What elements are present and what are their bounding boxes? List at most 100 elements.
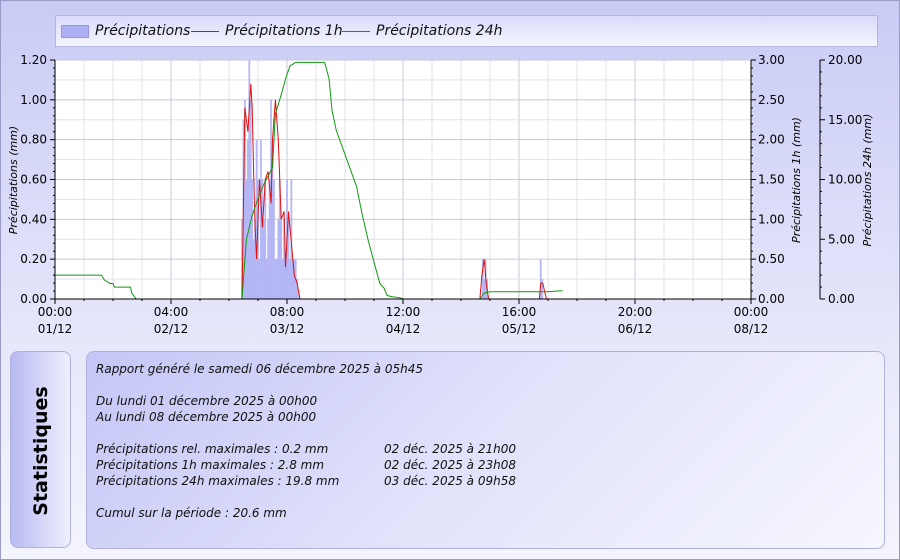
precip-bar <box>252 239 255 299</box>
right1-axis-tick-label: 2.00 <box>758 133 785 147</box>
stats-max-1h-label: Précipitations 1h maximales : 2.8 mm <box>96 458 325 472</box>
stats-generated: Rapport généré le samedi 06 décembre 202… <box>96 362 423 376</box>
precip-bar <box>265 259 268 299</box>
precip-bar <box>261 179 264 299</box>
left-axis-tick-label: 0.80 <box>20 133 47 147</box>
precip-bar <box>293 259 296 299</box>
stats-max-rel-date: 02 déc. 2025 à 21h00 <box>384 442 516 456</box>
legend-swatch-line <box>191 30 219 32</box>
precip-bar <box>297 291 300 299</box>
precip-bar <box>274 259 277 299</box>
x-tick-time-label: 20:00 <box>618 305 653 319</box>
precip-bar <box>481 259 484 299</box>
precip-bars <box>241 60 544 299</box>
precip-bar <box>291 259 294 299</box>
right2-axis-tick-label: 20.00 <box>828 53 862 67</box>
precip-bar <box>249 99 252 299</box>
precip-bar <box>281 259 284 299</box>
left-axis-tick-label: 1.00 <box>20 93 47 107</box>
precip-bar <box>257 179 259 299</box>
x-tick-date-label: 02/12 <box>154 322 189 336</box>
right2-axis-tick-label: 15.00 <box>828 113 862 127</box>
precip-bar <box>255 139 258 299</box>
precip-bar <box>275 259 278 299</box>
precip-bar <box>539 259 542 299</box>
left-axis-tick-label: 1.20 <box>20 53 47 67</box>
x-tick-time-label: 00:00 <box>734 305 769 319</box>
legend-label: Précipitations <box>95 23 191 39</box>
left-axis-label: Précipitations (mm) <box>7 126 20 234</box>
precip-bar <box>264 179 267 299</box>
precip-bar <box>244 99 246 299</box>
precip-bar <box>273 179 275 299</box>
right1-axis-tick-label: 0.00 <box>758 292 785 306</box>
precip-bar <box>283 219 285 299</box>
right2-axis-tick-label: 5.00 <box>828 232 855 246</box>
precip-bar <box>267 219 270 299</box>
stats-max-1h-date: 02 déc. 2025 à 23h08 <box>384 458 516 472</box>
precip-bar <box>541 279 544 299</box>
stats-max-rel-label: Précipitations rel. maximales : 0.2 mm <box>96 442 329 456</box>
legend-item-precip-1h: Précipitations 1h <box>191 23 343 39</box>
x-tick-time-label: 00:00 <box>38 305 73 319</box>
right1-axis-label: Précipitations 1h (mm) <box>790 117 803 243</box>
stats-panel: Rapport généré le samedi 06 décembre 202… <box>86 351 885 549</box>
precip-bar <box>248 60 251 299</box>
stats-from: Du lundi 01 décembre 2025 à 00h00 <box>96 394 318 408</box>
right1-axis-tick-label: 1.50 <box>758 173 785 187</box>
right2-axis-tick-label: 10.00 <box>828 173 862 187</box>
right1-axis-tick-label: 1.00 <box>758 212 785 226</box>
x-tick-date-label: 03/12 <box>270 322 305 336</box>
precip-bar <box>254 219 256 299</box>
x-tick-time-label: 16:00 <box>502 305 537 319</box>
x-tick-time-label: 04:00 <box>154 305 189 319</box>
legend-item-precip: Précipitations <box>61 23 190 39</box>
stats-max-24h-date: 03 déc. 2025 à 09h58 <box>384 474 516 488</box>
legend-label: Précipitations 1h <box>225 23 343 39</box>
precip-bar <box>251 179 254 299</box>
stats-total: Cumul sur la période : 20.6 mm <box>96 506 287 520</box>
precip-bar <box>241 219 243 299</box>
precip-bar <box>483 279 486 299</box>
stats-max-24h-label: Précipitations 24h maximales : 19.8 mm <box>96 474 340 488</box>
legend-item-precip-24h: Précipitations 24h <box>342 23 503 39</box>
precip-bar <box>262 219 265 299</box>
stats-tab: Statistiques <box>10 351 71 548</box>
legend: Précipitations Précipitations 1h Précipi… <box>55 15 878 47</box>
x-tick-time-label: 08:00 <box>270 305 305 319</box>
legend-swatch-line <box>342 30 370 32</box>
precip-bar <box>296 279 299 299</box>
legend-swatch-bar <box>61 24 89 38</box>
precip-bar <box>277 219 280 299</box>
precip-bar <box>271 139 274 299</box>
right1-axis-tick-label: 0.50 <box>758 252 785 266</box>
precip-bar <box>246 139 249 299</box>
right2-axis-label: Précipitations 24h (mm) <box>861 114 874 247</box>
x-tick-date-label: 05/12 <box>502 322 537 336</box>
legend-label: Précipitations 24h <box>376 23 503 39</box>
x-tick-date-label: 01/12 <box>38 322 73 336</box>
stats-to: Au lundi 08 décembre 2025 à 00h00 <box>96 410 317 424</box>
right1-axis-tick-label: 2.50 <box>758 93 785 107</box>
precip-bar <box>260 139 262 299</box>
precip-bar <box>280 219 283 299</box>
x-tick-date-label: 06/12 <box>618 322 653 336</box>
right1-axis-tick-label: 3.00 <box>758 53 785 67</box>
x-tick-time-label: 12:00 <box>386 305 421 319</box>
right2-axis-tick-label: 0.00 <box>828 292 855 306</box>
precip-bar <box>278 179 281 299</box>
precip-bar <box>258 259 261 299</box>
precip-bar <box>284 259 287 299</box>
left-axis-tick-label: 0.60 <box>20 173 47 187</box>
left-axis-tick-label: 0.00 <box>20 292 47 306</box>
tick-labels: 0.00 0.20 0.40 0.60 0.80 1.00 1.20 0.00 0.50 1.00… <box>20 53 862 336</box>
x-tick-date-label: 04/12 <box>386 322 421 336</box>
left-axis-tick-label: 0.40 <box>20 212 47 226</box>
precip-bar <box>289 259 291 299</box>
precip-24h-line <box>55 61 563 300</box>
precipitation-chart: 0.00 0.20 0.40 0.60 0.80 1.00 1.20 0.00 0.50 1.00… <box>7 53 874 336</box>
stats-title: Statistiques <box>30 386 52 516</box>
axes <box>50 59 825 304</box>
x-tick-date-label: 08/12 <box>734 322 769 336</box>
precip-bar <box>287 219 290 299</box>
